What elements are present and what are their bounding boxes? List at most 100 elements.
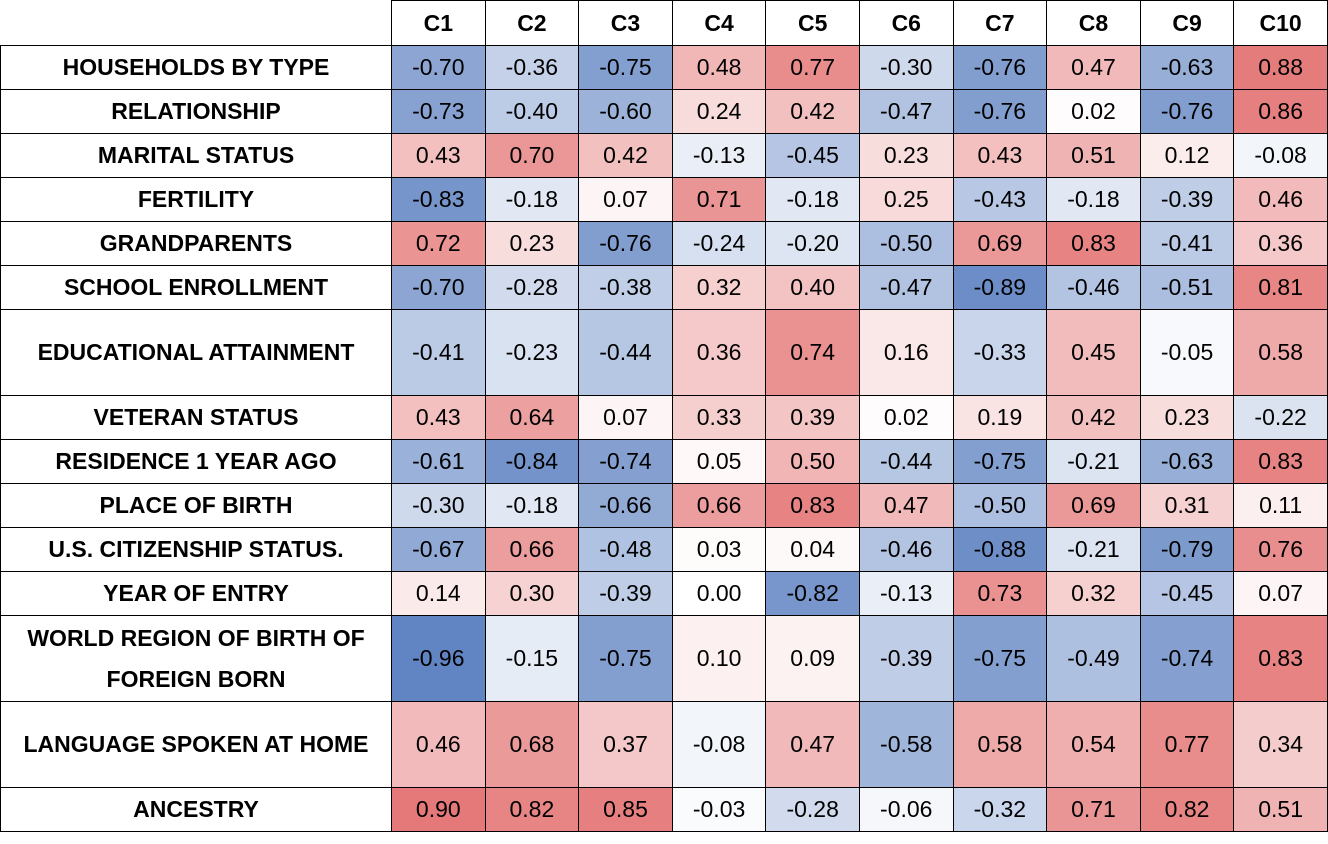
- heatmap-cell: 0.43: [391, 395, 486, 440]
- heatmap-cell: 0.58: [1233, 309, 1328, 396]
- heatmap-cell: -0.75: [952, 615, 1048, 702]
- column-header: C6: [858, 0, 954, 46]
- heatmap-cell: 0.42: [1046, 395, 1141, 440]
- heatmap-cell: 0.74: [765, 309, 860, 396]
- row-label: VETERAN STATUS: [0, 395, 392, 440]
- heatmap-cell: -0.21: [1046, 527, 1141, 572]
- heatmap-cell: -0.89: [952, 265, 1048, 310]
- heatmap-cell: 0.42: [578, 133, 673, 178]
- heatmap-cell: -0.75: [952, 439, 1048, 484]
- heatmap-cell: 0.16: [858, 309, 954, 396]
- heatmap-cell: 0.64: [484, 395, 580, 440]
- heatmap-cell: -0.32: [952, 787, 1048, 832]
- heatmap-cell: 0.90: [391, 787, 486, 832]
- heatmap-cell: -0.49: [1046, 615, 1141, 702]
- heatmap-cell: -0.63: [1139, 45, 1235, 90]
- heatmap-cell: -0.84: [484, 439, 580, 484]
- heatmap-cell: -0.46: [1046, 265, 1141, 310]
- heatmap-cell: -0.41: [391, 309, 486, 396]
- heatmap-cell: 0.07: [578, 177, 673, 222]
- heatmap-cell: 0.51: [1046, 133, 1141, 178]
- heatmap-cell: -0.05: [1139, 309, 1235, 396]
- table-row: U.S. CITIZENSHIP STATUS. -0.67 0.66 -0.48 0.…: [0, 527, 1328, 572]
- heatmap-cell: -0.28: [484, 265, 580, 310]
- heatmap-cell: 0.47: [765, 701, 860, 788]
- heatmap-cell: 0.32: [671, 265, 767, 310]
- heatmap-cell: 0.51: [1233, 787, 1328, 832]
- heatmap-cell: 0.30: [484, 571, 580, 616]
- heatmap-cell: 0.69: [952, 221, 1048, 266]
- heatmap-cell: -0.24: [671, 221, 767, 266]
- column-header: C7: [952, 0, 1048, 46]
- row-label: U.S. CITIZENSHIP STATUS.: [0, 527, 392, 572]
- heatmap-cell: -0.20: [765, 221, 860, 266]
- heatmap-cell: -0.67: [391, 527, 486, 572]
- column-header: C5: [765, 0, 860, 46]
- heatmap-cell: -0.76: [578, 221, 673, 266]
- heatmap-cell: -0.75: [578, 45, 673, 90]
- row-label: RELATIONSHIP: [0, 89, 392, 134]
- table-row: GRANDPARENTS 0.72 0.23 -0.76 -0.24 -0.20 -0.50…: [0, 221, 1328, 266]
- column-header: C3: [578, 0, 673, 46]
- heatmap-cell: 0.86: [1233, 89, 1328, 134]
- heatmap-cell: -0.13: [671, 133, 767, 178]
- heatmap-cell: 0.25: [858, 177, 954, 222]
- table-row: VETERAN STATUS 0.43 0.64 0.07 0.33 0.39 0.02 0.…: [0, 395, 1328, 440]
- table-row: YEAR OF ENTRY 0.14 0.30 -0.39 0.00 -0.82 -0.13…: [0, 571, 1328, 616]
- row-label: ANCESTRY: [0, 787, 392, 832]
- heatmap-cell: 0.83: [1233, 439, 1328, 484]
- row-label: FERTILITY: [0, 177, 392, 222]
- heatmap-cell: 0.42: [765, 89, 860, 134]
- heatmap-cell: 0.69: [1046, 483, 1141, 528]
- heatmap-cell: 0.03: [671, 527, 767, 572]
- heatmap-cell: 0.33: [671, 395, 767, 440]
- heatmap-cell: -0.06: [858, 787, 954, 832]
- heatmap-cell: -0.47: [858, 89, 954, 134]
- column-header: C8: [1046, 0, 1141, 46]
- heatmap-cell: -0.47: [858, 265, 954, 310]
- heatmap-cell: -0.38: [578, 265, 673, 310]
- heatmap-cell: -0.44: [578, 309, 673, 396]
- heatmap-cell: 0.23: [1139, 395, 1235, 440]
- row-label: LANGUAGE SPOKEN AT HOME: [0, 701, 392, 788]
- heatmap-cell: -0.08: [671, 701, 767, 788]
- heatmap-cell: 0.83: [765, 483, 860, 528]
- heatmap-cell: -0.18: [1046, 177, 1141, 222]
- heatmap-cell: -0.51: [1139, 265, 1235, 310]
- heatmap-cell: -0.70: [391, 45, 486, 90]
- heatmap-cell: 0.36: [671, 309, 767, 396]
- table-row: FERTILITY -0.83 -0.18 0.07 0.71 -0.18 0.25 -0.4…: [0, 177, 1328, 222]
- table-row: PLACE OF BIRTH -0.30 -0.18 -0.66 0.66 0.83 0.4…: [0, 483, 1328, 528]
- heatmap-cell: 0.66: [671, 483, 767, 528]
- heatmap-cell: 0.46: [1233, 177, 1328, 222]
- heatmap-cell: 0.71: [671, 177, 767, 222]
- heatmap-cell: 0.36: [1233, 221, 1328, 266]
- row-label: MARITAL STATUS: [0, 133, 392, 178]
- heatmap-cell: -0.61: [391, 439, 486, 484]
- heatmap-body: HOUSEHOLDS BY TYPE -0.70 -0.36 -0.75 0.48 0.7…: [0, 45, 1328, 832]
- heatmap-cell: 0.31: [1139, 483, 1235, 528]
- heatmap-cell: 0.46: [391, 701, 486, 788]
- heatmap-cell: -0.66: [578, 483, 673, 528]
- table-row: RESIDENCE 1 YEAR AGO -0.61 -0.84 -0.74 0.05 0…: [0, 439, 1328, 484]
- heatmap-cell: -0.50: [952, 483, 1048, 528]
- heatmap-cell: -0.13: [858, 571, 954, 616]
- row-label: WORLD REGION OF BIRTH OF FOREIGN BORN: [0, 615, 392, 702]
- heatmap-cell: 0.24: [671, 89, 767, 134]
- heatmap-cell: 0.39: [765, 395, 860, 440]
- heatmap-cell: -0.73: [391, 89, 486, 134]
- heatmap-cell: -0.83: [391, 177, 486, 222]
- heatmap-cell: 0.85: [578, 787, 673, 832]
- heatmap-cell: -0.44: [858, 439, 954, 484]
- heatmap-cell: -0.45: [1139, 571, 1235, 616]
- heatmap-cell: 0.12: [1139, 133, 1235, 178]
- heatmap-cell: 0.48: [671, 45, 767, 90]
- heatmap-cell: 0.58: [952, 701, 1048, 788]
- heatmap-cell: -0.30: [391, 483, 486, 528]
- heatmap-cell: -0.22: [1233, 395, 1328, 440]
- heatmap-cell: 0.40: [765, 265, 860, 310]
- heatmap-cell: 0.50: [765, 439, 860, 484]
- heatmap-cell: 0.09: [765, 615, 860, 702]
- heatmap-cell: -0.40: [484, 89, 580, 134]
- heatmap-cell: 0.45: [1046, 309, 1141, 396]
